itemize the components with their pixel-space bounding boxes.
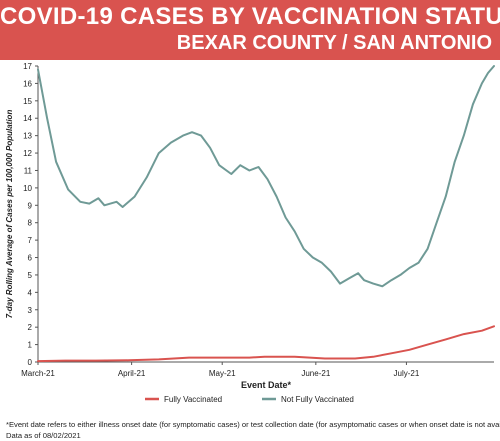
y-tick-label: 13 [23,132,32,141]
y-tick-label: 7 [28,236,33,245]
y-tick-label: 1 [28,341,33,350]
legend-label-fully-vaccinated: Fully Vaccinated [164,395,222,404]
x-tick-label: May-21 [209,369,236,378]
y-axis-title: 7-day Rolling Average of Cases per 100,0… [5,110,14,319]
x-tick-label: June-21 [301,369,330,378]
series-line-not-fully-vaccinated [37,65,495,288]
footnote-event-date: *Event date refers to either illness ons… [6,420,500,429]
x-tick-label: March-21 [21,369,55,378]
x-axis-title: Event Date* [241,380,292,390]
chart-subtitle: BEXAR COUNTY / SAN ANTONIO [176,32,492,54]
series-line-fully-vaccinated [37,325,495,363]
y-tick-label: 2 [28,323,33,332]
x-tick-label: July-21 [394,369,420,378]
x-tick-label: April-21 [118,369,146,378]
y-tick-label: 12 [23,149,32,158]
legend-label-not-fully-vaccinated: Not Fully Vaccinated [281,395,354,404]
y-tick-label: 4 [28,288,33,297]
y-tick-label: 17 [23,62,32,71]
y-tick-label: 5 [28,271,33,280]
y-tick-label: 0 [28,358,33,367]
y-tick-label: 15 [23,97,32,106]
y-tick-label: 11 [24,166,33,175]
y-tick-label: 3 [28,306,33,315]
y-tick-label: 8 [28,219,33,228]
y-tick-label: 10 [23,184,32,193]
title-banner: COVID-19 CASES BY VACCINATION STATUS BEX… [0,0,500,60]
y-tick-label: 14 [23,114,32,123]
y-tick-label: 6 [28,254,33,263]
y-tick-label: 9 [28,201,33,210]
footnote-data-date: Data as of 08/02/2021 [6,431,81,440]
y-tick-label: 16 [23,79,32,88]
chart-title: COVID-19 CASES BY VACCINATION STATUS [0,3,500,30]
